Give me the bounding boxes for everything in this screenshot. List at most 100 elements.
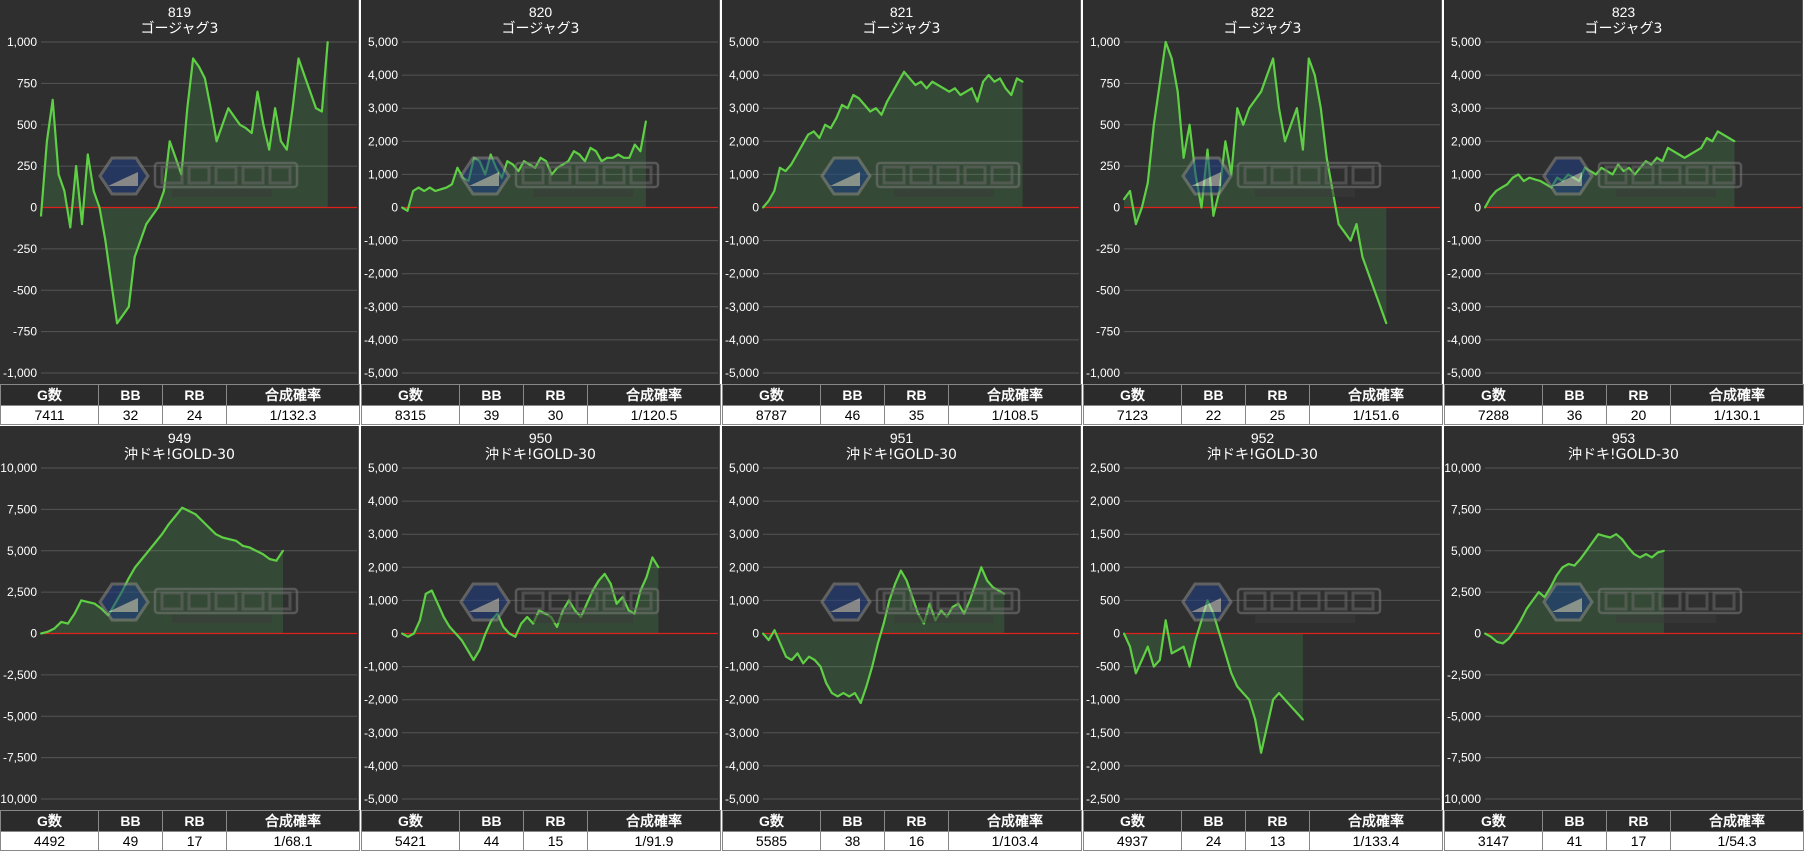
logo-glyph-block [963, 165, 987, 185]
logo-glyph-block [1685, 165, 1709, 185]
data-point [181, 506, 184, 509]
data-point [40, 632, 42, 635]
chart-title: 951 [890, 430, 914, 446]
data-point [145, 223, 148, 226]
logo-mark-frame [1597, 587, 1743, 615]
data-point [767, 639, 770, 642]
stats-value-games: 5585 [722, 831, 821, 851]
slot-panel: 952 沖ドキ!GOLD-30 2,500 2,000 1,500 1,000 500 0 -5… [1083, 426, 1443, 851]
data-point [448, 625, 451, 628]
data-point [1200, 206, 1203, 209]
stats-table: G数 BB RB 合成確率 3147 41 17 1/54.3 [1444, 810, 1804, 851]
data-point [1266, 74, 1269, 77]
data-point [1484, 206, 1486, 209]
data-point [161, 533, 163, 536]
data-point [578, 153, 581, 156]
data-point [168, 140, 171, 143]
y-tick-label: -1,000 [3, 366, 37, 380]
data-point [1628, 166, 1631, 169]
data-point [1278, 692, 1280, 695]
data-point [1313, 74, 1316, 77]
stats-value-row: 5421 44 15 1/91.9 [361, 831, 721, 851]
slot-panel: 820 ゴージャグ3 5,000 4,000 3,000 2,000 1,000 0 -1,00… [361, 0, 721, 425]
data-point [651, 556, 654, 559]
y-tick-label: -2,500 [3, 668, 37, 682]
data-point [434, 190, 437, 192]
stats-value-rate: 1/108.5 [948, 405, 1082, 425]
data-point [233, 115, 236, 118]
stats-value-rb: 16 [884, 831, 949, 851]
stats-value-rb: 17 [1606, 831, 1671, 851]
data-point [297, 57, 300, 60]
data-point [75, 165, 78, 168]
logo-glyph-block [602, 165, 626, 185]
data-point [110, 281, 113, 283]
data-point [1615, 533, 1618, 536]
data-point [1272, 57, 1275, 60]
data-point [1522, 180, 1525, 182]
data-point [1236, 107, 1239, 110]
data-point [1021, 80, 1024, 83]
y-tick-label: 4,000 [368, 494, 398, 508]
data-point [779, 642, 782, 645]
y-tick-label: 0 [1474, 201, 1481, 215]
stats-header-row: G数 BB RB 合成確率 [1083, 810, 1443, 832]
data-point [891, 90, 894, 93]
data-point [976, 100, 979, 103]
data-point [508, 632, 511, 635]
data-point [1176, 649, 1179, 652]
data-point [1661, 160, 1664, 163]
data-point [239, 123, 241, 126]
data-point [853, 692, 856, 695]
data-point [1650, 556, 1653, 559]
hexagon-emblem-icon [459, 156, 511, 196]
data-point [1705, 137, 1708, 139]
stats-value-bb: 32 [98, 405, 163, 425]
y-tick-label: -1,000 [1447, 234, 1481, 248]
data-point [285, 148, 288, 151]
data-point [1490, 635, 1492, 638]
logo-glyph-block [1658, 591, 1682, 611]
y-tick-label: 4,000 [729, 494, 759, 508]
stats-header-bb: BB [98, 384, 163, 406]
emblem-shard-icon [1191, 598, 1221, 612]
data-point [309, 90, 312, 93]
data-point [1511, 176, 1514, 179]
data-point [147, 549, 150, 552]
y-tick-label: 0 [1113, 627, 1120, 641]
data-point [1129, 190, 1131, 192]
data-point [857, 97, 860, 100]
y-tick-label: -2,000 [364, 693, 398, 707]
hexagon-emblem-icon [1542, 156, 1594, 196]
data-point [162, 190, 165, 192]
y-tick-label: 0 [752, 627, 759, 641]
data-point [1272, 698, 1275, 701]
stats-value-bb: 22 [1181, 405, 1246, 425]
stats-header-rate: 合成確率 [226, 810, 360, 832]
data-point [863, 103, 866, 106]
stats-value-bb: 24 [1181, 831, 1246, 851]
data-point [406, 209, 409, 212]
data-point [848, 695, 851, 698]
data-point [936, 84, 939, 86]
data-point [248, 546, 251, 549]
data-point [830, 692, 833, 695]
data-point [545, 160, 548, 163]
stats-value-rate: 1/54.3 [1670, 831, 1804, 851]
stats-table: G数 BB RB 合成確率 7411 32 24 1/132.3 [0, 384, 360, 425]
data-point [1307, 57, 1310, 60]
logo-glyph-block [1604, 165, 1628, 185]
series-area [41, 507, 283, 634]
data-point [1549, 586, 1552, 589]
data-point [595, 150, 597, 153]
y-tick-label: -500 [13, 283, 37, 297]
data-point [880, 113, 883, 116]
logo-glyph-block [1604, 591, 1628, 611]
y-tick-label: -5,000 [725, 366, 759, 380]
y-tick-label: 1,000 [729, 593, 759, 607]
data-point [1500, 186, 1503, 189]
data-point [1543, 596, 1546, 599]
y-tick-label: -2,500 [1447, 668, 1481, 682]
data-point [869, 110, 872, 113]
